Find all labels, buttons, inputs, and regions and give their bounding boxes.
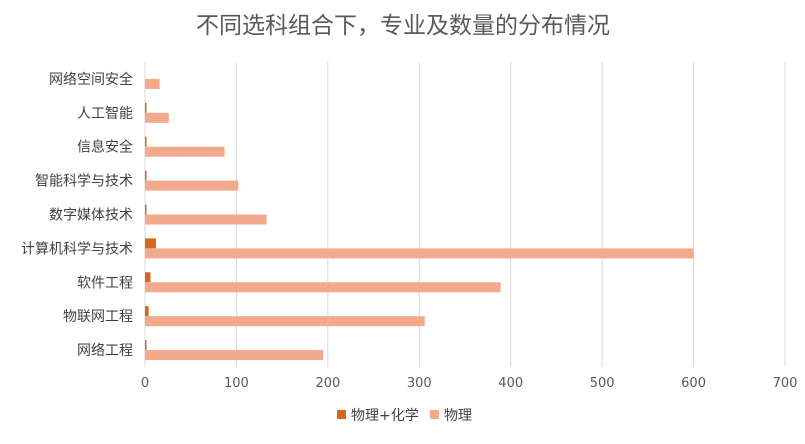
chart-title: 不同选科组合下，专业及数量的分布情况 (196, 13, 610, 39)
bar-physics-chemistry (145, 306, 149, 317)
category-label: 计算机科学与技术 (21, 241, 133, 257)
bar-physics (145, 112, 169, 123)
x-tick-label: 300 (407, 376, 432, 391)
x-tick-label: 100 (224, 376, 249, 391)
x-tick-labels: 0 100 200 300 400 500 600 700 (141, 376, 798, 391)
x-tick-label: 0 (141, 376, 149, 391)
legend: 物理+化学 物理 (337, 408, 472, 424)
category-labels: 网络空间安全人工智能信息安全智能科学与技术数字媒体技术计算机科学与技术软件工程物… (21, 71, 133, 359)
bar-physics (145, 180, 239, 191)
category-label: 网络工程 (77, 343, 133, 359)
category-label: 信息安全 (77, 139, 133, 156)
bar-physics-chemistry (145, 136, 147, 147)
x-tick-label: 500 (590, 376, 615, 391)
bar-physics-chemistry (145, 204, 147, 215)
bar-physics (145, 214, 267, 225)
category-label: 网络空间安全 (49, 71, 133, 88)
bar-physics (145, 282, 501, 293)
category-label: 人工智能 (77, 106, 133, 122)
legend-label: 物理 (444, 408, 472, 424)
legend-swatch (337, 410, 346, 419)
bar-physics (145, 78, 160, 89)
category-label: 软件工程 (77, 275, 133, 291)
bars (145, 78, 694, 361)
legend-label: 物理+化学 (351, 408, 419, 424)
x-tick-label: 700 (773, 376, 798, 391)
bar-physics-chemistry (145, 272, 151, 283)
legend-swatch (430, 410, 439, 419)
x-tick-label: 400 (498, 376, 523, 391)
category-label: 智能科学与技术 (35, 174, 133, 190)
bar-physics (145, 248, 694, 259)
gridlines (235, 62, 786, 367)
x-tick-label: 600 (681, 376, 706, 391)
bar-physics (145, 146, 225, 157)
bar-physics (145, 350, 324, 361)
x-tick-label: 200 (315, 376, 340, 391)
bar-physics (145, 316, 425, 327)
bar-physics-chemistry (145, 170, 147, 181)
category-label: 数字媒体技术 (49, 208, 133, 224)
bar-physics-chemistry (145, 238, 156, 249)
category-label: 物联网工程 (63, 309, 133, 325)
bar-physics-chemistry (145, 102, 147, 113)
bar-physics-chemistry (145, 340, 147, 351)
